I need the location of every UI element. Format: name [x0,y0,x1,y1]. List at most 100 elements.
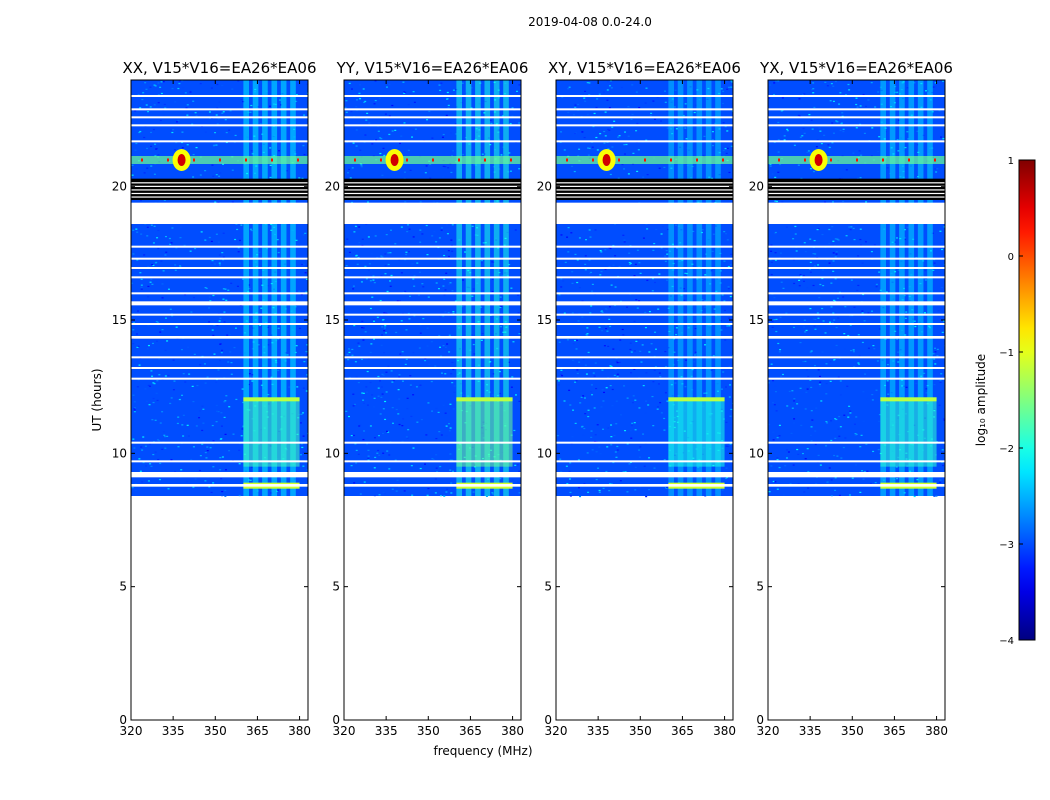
noise-cell [171,227,174,229]
noise-cell [876,360,879,362]
noise-cell [156,380,159,382]
noise-cell [177,446,180,448]
noise-cell [725,421,728,423]
noise-cell [161,283,164,285]
noise-cell [164,254,167,256]
noise-cell [810,119,813,121]
noise-cell [838,291,841,293]
noise-cell [442,404,445,406]
flagged-gap [131,301,308,306]
noise-cell [837,317,840,319]
noise-cell [610,284,613,286]
noise-cell [378,174,381,176]
noise-cell [151,419,154,421]
noise-cell [164,317,167,319]
noise-cell [857,255,860,257]
black-band-gap [131,185,308,187]
noise-cell [141,98,144,101]
noise-cell [209,447,212,449]
noise-cell [596,149,599,151]
noise-cell [658,372,661,374]
noise-cell [584,263,587,265]
noise-cell [296,386,299,388]
noise-cell [796,448,799,451]
noise-cell [571,282,574,284]
noise-cell [560,131,563,133]
noise-cell [377,449,380,452]
noise-cell [663,90,666,92]
noise-cell [139,272,142,274]
noise-cell [563,400,566,402]
noise-cell [806,388,809,390]
noise-cell [177,416,180,418]
noise-cell [400,226,403,228]
noise-cell [400,320,403,322]
noise-cell [432,458,435,461]
panel-title: YX, V15*V16=EA26*EA06 [759,59,953,77]
noise-cell [152,242,155,244]
noise-cell [426,119,429,121]
noise-cell [561,375,564,377]
noise-cell [560,369,563,371]
noise-cell [828,228,831,231]
flagged-gap [768,202,945,224]
noise-cell [179,226,182,228]
noise-cell [804,458,807,460]
noise-cell [896,478,899,480]
noise-cell [772,480,775,483]
noise-cell [860,434,863,436]
noise-cell [480,343,483,345]
rfi-hotspot-core [814,154,823,166]
noise-cell [609,247,612,250]
noise-cell [915,348,918,350]
noise-cell [210,491,213,494]
noise-cell [587,415,590,418]
noise-cell [499,306,502,309]
flagged-gap [556,484,733,487]
noise-cell [222,259,225,261]
noise-cell [435,241,438,243]
noise-cell [141,481,144,483]
noise-cell [791,407,794,409]
noise-cell [656,165,659,167]
noise-cell [491,278,494,280]
noise-cell [175,326,178,328]
noise-cell [490,122,493,125]
noise-cell [835,253,838,255]
colorbar-tick-label: −1 [999,348,1014,359]
rfi-stripe [927,80,933,496]
noise-cell [208,236,211,239]
y-tick-label: 15 [749,313,764,327]
noise-cell [773,404,776,406]
blank-row [768,292,945,295]
noise-cell [616,362,619,364]
flagged-gap [768,472,945,478]
noise-cell [694,327,697,330]
noise-cell [629,342,632,344]
noise-cell [305,278,308,280]
noise-cell [783,139,786,141]
black-band-gap [768,182,945,184]
noise-cell [631,113,634,116]
noise-cell [598,446,601,448]
noise-cell [449,403,452,405]
noise-cell [865,443,868,445]
noise-cell [443,254,446,257]
noise-cell [832,132,835,134]
noise-cell [636,307,639,309]
noise-cell [370,343,373,345]
black-band-gap [344,185,521,187]
noise-cell [210,87,213,89]
noise-cell [598,491,601,493]
noise-cell [847,334,850,337]
noise-cell [798,285,801,287]
y-tick-label: 0 [756,713,764,727]
noise-cell [817,264,820,266]
noise-cell [793,144,796,146]
noise-cell [205,457,208,459]
noise-cell [437,411,440,414]
noise-cell [923,372,926,374]
noise-cell [848,89,851,91]
rfi-spot [406,158,408,162]
